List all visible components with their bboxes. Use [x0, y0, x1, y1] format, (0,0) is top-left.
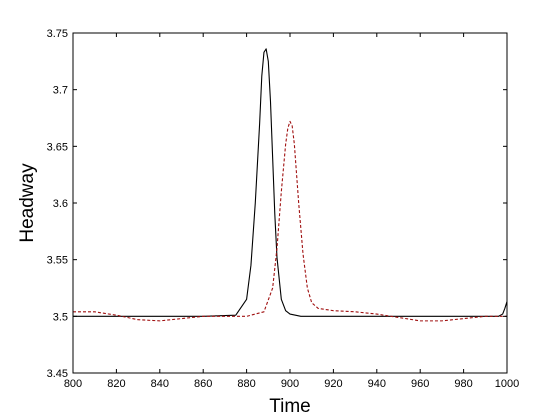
y-axis-label: Headway — [17, 163, 38, 243]
x-tick-label: 920 — [324, 378, 342, 390]
x-tick-label: 820 — [107, 378, 125, 390]
y-tick-label: 3.65 — [47, 141, 68, 153]
x-tick-label: 980 — [454, 378, 472, 390]
x-tick-label: 800 — [64, 378, 82, 390]
plot-area-frame — [72, 32, 508, 374]
y-tick-label: 3.6 — [53, 198, 68, 210]
y-tick-label: 3.7 — [53, 85, 68, 97]
x-tick-label: 840 — [151, 378, 169, 390]
x-tick-label: 880 — [237, 378, 255, 390]
y-tick-label: 3.45 — [47, 368, 68, 380]
y-tick-label: 3.75 — [47, 28, 68, 40]
x-tick-label: 940 — [368, 378, 386, 390]
y-tick-label: 3.55 — [47, 255, 68, 267]
y-axis-ticks: 3.45 3.5 3.55 3.6 3.65 3.7 3.75 — [47, 28, 507, 380]
x-axis-ticks: 800 820 840 860 880 900 920 940 960 980 1000 — [64, 33, 519, 390]
series-line-1 — [73, 48, 507, 317]
x-tick-label: 900 — [281, 378, 299, 390]
x-tick-label: 860 — [194, 378, 212, 390]
series-line-2 — [73, 120, 507, 322]
x-tick-label: 1000 — [495, 378, 519, 390]
series-layer — [73, 48, 507, 322]
y-tick-label: 3.5 — [53, 311, 68, 323]
x-axis-label: Time — [269, 396, 311, 417]
x-tick-label: 960 — [411, 378, 429, 390]
